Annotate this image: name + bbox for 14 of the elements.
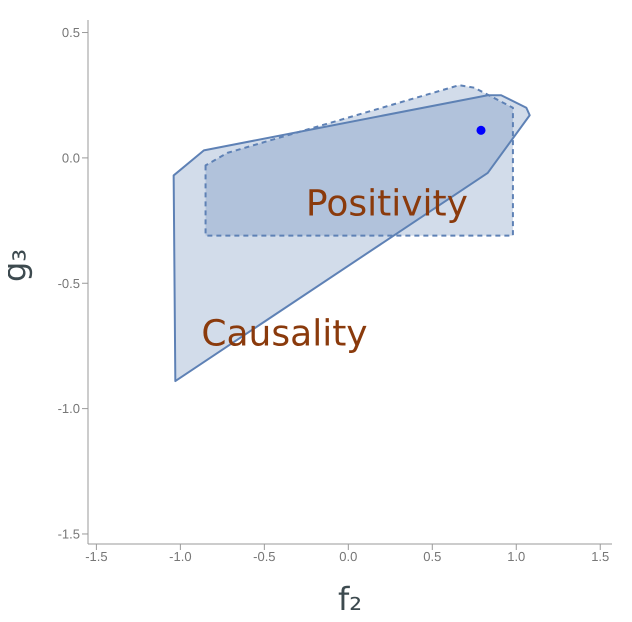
x-tick-label: 1.5 — [591, 549, 610, 564]
x-tick-label: -0.5 — [253, 549, 276, 564]
x-tick-label: 0.0 — [339, 549, 358, 564]
y-tick-label: 0.0 — [62, 150, 80, 166]
y-tick-label: -0.5 — [58, 276, 80, 291]
x-tick-label: 0.5 — [423, 549, 442, 564]
y-tick-label: -1.0 — [58, 401, 80, 416]
series-label: Positivity — [306, 183, 468, 224]
x-tick-label: 1.0 — [507, 549, 526, 564]
y-tick-label: 0.5 — [62, 25, 80, 40]
y-tick-label: -1.5 — [58, 526, 80, 542]
x-axis-title: f₂ — [338, 580, 362, 618]
x-tick-label: -1.5 — [85, 549, 108, 564]
x-tick-label: -1.0 — [169, 549, 192, 564]
